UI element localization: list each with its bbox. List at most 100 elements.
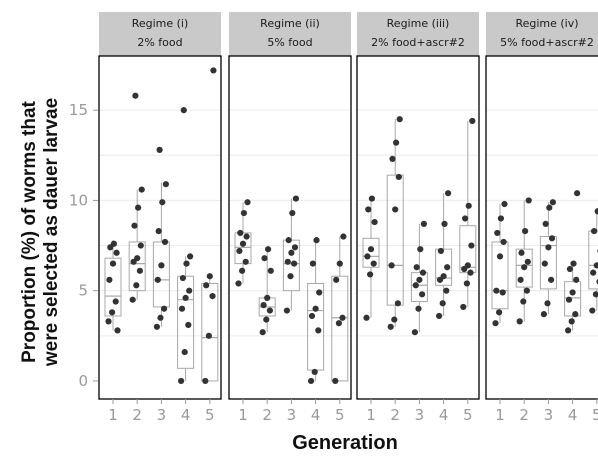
data-point [417, 246, 424, 253]
x-axis-title: Generation [292, 432, 398, 454]
data-point [565, 296, 573, 303]
data-point [574, 190, 581, 197]
data-point [182, 294, 189, 302]
data-point [443, 287, 450, 294]
data-point [518, 249, 525, 256]
data-point [568, 318, 575, 325]
data-point [590, 269, 597, 276]
data-point [416, 276, 423, 283]
data-point [463, 280, 470, 287]
data-point [521, 264, 528, 271]
panel-border [228, 55, 352, 400]
box [410, 272, 428, 303]
panel-plot-area [357, 109, 479, 337]
box [177, 275, 195, 369]
data-point [243, 233, 250, 240]
data-point [210, 67, 217, 74]
panel-strip-title: Regime (ii) [260, 17, 320, 30]
data-point [266, 307, 273, 314]
data-point [545, 244, 552, 251]
data-point [308, 312, 316, 320]
data-point [285, 237, 292, 244]
box [152, 241, 170, 308]
data-point [313, 237, 320, 244]
panel-strip-title: Regime (i) [132, 17, 189, 30]
data-point [289, 209, 296, 217]
data-point [387, 323, 394, 330]
y-axis-title-line1: Proportion (%) of worms that [19, 100, 40, 362]
data-point [203, 282, 210, 289]
panel-strip [229, 12, 351, 56]
x-tick-label: 2 [519, 406, 529, 424]
box [104, 257, 122, 317]
data-point [411, 329, 418, 336]
data-point [162, 181, 169, 188]
data-point [462, 215, 469, 222]
data-point [520, 298, 527, 305]
data-point [112, 298, 119, 305]
panel-plot-area [486, 109, 598, 337]
data-point [464, 262, 471, 269]
data-point [439, 300, 446, 307]
box [128, 241, 146, 292]
box [588, 230, 598, 290]
data-point [444, 264, 451, 271]
box [515, 248, 533, 288]
data-point [283, 307, 290, 314]
data-point [591, 228, 598, 235]
data-point [367, 271, 374, 278]
x-tick-label: 4 [311, 406, 321, 424]
data-point [540, 311, 548, 318]
data-point [316, 289, 323, 296]
data-point [131, 222, 138, 229]
data-point [335, 320, 342, 327]
data-point [155, 228, 162, 235]
data-point [546, 204, 553, 211]
data-point [469, 117, 476, 125]
y-tick-label: 10 [69, 191, 88, 209]
x-tick-label: 1 [495, 406, 505, 424]
data-point [436, 312, 443, 320]
panel-border [98, 55, 222, 400]
x-tick-label: 5 [205, 406, 215, 424]
data-point [264, 294, 271, 302]
x-tick-label: 4 [181, 406, 191, 424]
data-point [437, 247, 444, 255]
x-tick-label: 1 [366, 406, 376, 424]
data-point [113, 249, 120, 256]
data-point [333, 276, 340, 283]
data-point [106, 276, 113, 283]
data-point [368, 195, 375, 202]
data-point [110, 240, 117, 247]
data-point [311, 368, 318, 376]
data-point [364, 253, 371, 260]
box [331, 275, 349, 382]
data-point [572, 311, 579, 318]
data-point [594, 208, 598, 215]
x-tick-label: 2 [132, 406, 142, 424]
data-point [237, 229, 244, 237]
data-point [565, 327, 572, 334]
y-axis-title-line2: were selected as dauer larvae [41, 98, 62, 367]
data-point [261, 255, 268, 262]
data-point [496, 309, 503, 316]
data-point [178, 305, 186, 312]
data-point [205, 332, 212, 339]
panel-strip-title: Regime (iv) [515, 17, 578, 30]
x-tick-label: 3 [544, 406, 554, 424]
data-point [517, 276, 524, 283]
y-axis: 0 5 10 15 [69, 101, 98, 390]
data-point [388, 262, 395, 269]
data-point [157, 314, 164, 321]
data-point [153, 323, 160, 330]
data-point [548, 276, 555, 283]
box [564, 281, 582, 317]
data-point [239, 267, 246, 274]
data-point [180, 107, 187, 114]
panel-strip-subtitle: 5% food+ascr#2 [500, 36, 594, 49]
data-point [265, 246, 272, 253]
data-point [465, 202, 472, 209]
data-point [291, 244, 299, 251]
data-point [236, 247, 243, 255]
panel-strip-subtitle: 5% food [267, 36, 312, 49]
